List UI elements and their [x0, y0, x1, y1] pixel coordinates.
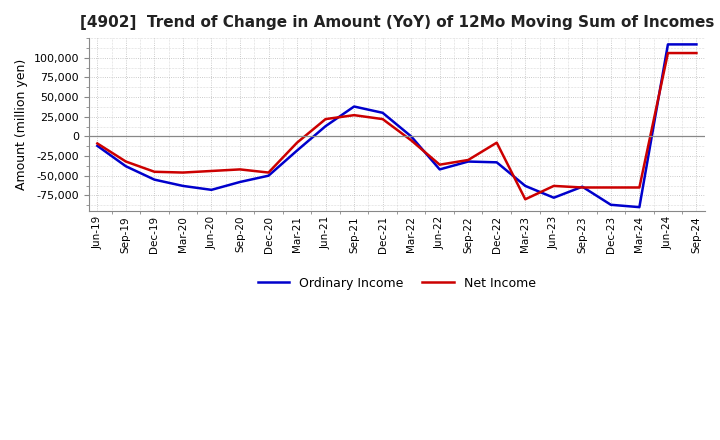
Ordinary Income	[578, 184, 587, 189]
Y-axis label: Amount (million yen): Amount (million yen)	[15, 59, 28, 190]
Ordinary Income	[664, 42, 672, 47]
Title: [4902]  Trend of Change in Amount (YoY) of 12Mo Moving Sum of Incomes: [4902] Trend of Change in Amount (YoY) o…	[80, 15, 714, 30]
Net Income	[179, 170, 187, 175]
Ordinary Income	[635, 205, 644, 210]
Ordinary Income	[264, 173, 273, 178]
Ordinary Income	[407, 134, 415, 139]
Net Income	[436, 162, 444, 167]
Net Income	[606, 185, 615, 190]
Net Income	[521, 197, 530, 202]
Net Income	[464, 158, 472, 163]
Net Income	[407, 138, 415, 143]
Ordinary Income	[235, 180, 244, 185]
Net Income	[207, 169, 216, 174]
Ordinary Income	[207, 187, 216, 192]
Net Income	[93, 141, 102, 146]
Net Income	[350, 113, 359, 118]
Net Income	[122, 159, 130, 164]
Ordinary Income	[492, 160, 501, 165]
Ordinary Income	[350, 104, 359, 109]
Ordinary Income	[378, 110, 387, 115]
Line: Net Income: Net Income	[97, 53, 696, 199]
Net Income	[321, 117, 330, 122]
Ordinary Income	[692, 42, 701, 47]
Ordinary Income	[179, 183, 187, 189]
Net Income	[578, 185, 587, 190]
Ordinary Income	[122, 164, 130, 169]
Legend: Ordinary Income, Net Income: Ordinary Income, Net Income	[253, 272, 541, 295]
Ordinary Income	[93, 143, 102, 148]
Ordinary Income	[549, 195, 558, 200]
Net Income	[692, 51, 701, 56]
Ordinary Income	[436, 167, 444, 172]
Net Income	[549, 183, 558, 189]
Ordinary Income	[150, 177, 158, 182]
Ordinary Income	[606, 202, 615, 207]
Net Income	[664, 51, 672, 56]
Net Income	[293, 140, 302, 145]
Ordinary Income	[321, 124, 330, 129]
Ordinary Income	[521, 183, 530, 189]
Ordinary Income	[464, 159, 472, 164]
Line: Ordinary Income: Ordinary Income	[97, 44, 696, 207]
Net Income	[235, 167, 244, 172]
Net Income	[378, 117, 387, 122]
Net Income	[492, 140, 501, 145]
Net Income	[635, 185, 644, 190]
Net Income	[150, 169, 158, 174]
Net Income	[264, 170, 273, 175]
Ordinary Income	[293, 148, 302, 153]
